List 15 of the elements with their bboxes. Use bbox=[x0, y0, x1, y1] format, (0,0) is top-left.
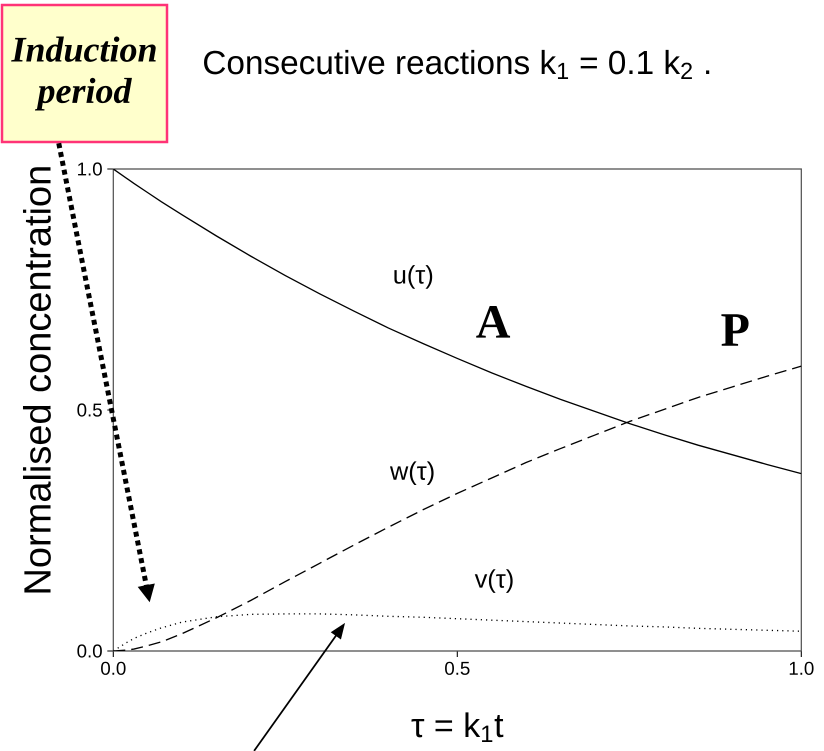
x-tick-label: 0.5 bbox=[445, 662, 470, 675]
x-tick-label: 1.0 bbox=[790, 662, 814, 675]
x-axis-title: τ = k$_{1}$t bbox=[412, 712, 504, 742]
y-tick-label: 1.0 bbox=[78, 162, 102, 176]
y-tick-label: 0.5 bbox=[77, 403, 102, 417]
series-label: w(τ) bbox=[390, 461, 434, 485]
y-axis-title: Normalised concentration bbox=[22, 167, 51, 592]
x-tick-label: 0.0 bbox=[101, 662, 126, 675]
text: Induction period bbox=[11, 36, 156, 110]
series-label: u(τ) bbox=[394, 265, 432, 289]
series-label: v(τ) bbox=[474, 569, 513, 593]
y-tick-label: 0.0 bbox=[77, 644, 102, 658]
annotation: P bbox=[721, 314, 749, 346]
chart-title: Consecutive reactions k$_{1}$ = 0.1 k$_{2}$ . bbox=[204, 50, 710, 79]
annotation: A bbox=[476, 306, 510, 338]
